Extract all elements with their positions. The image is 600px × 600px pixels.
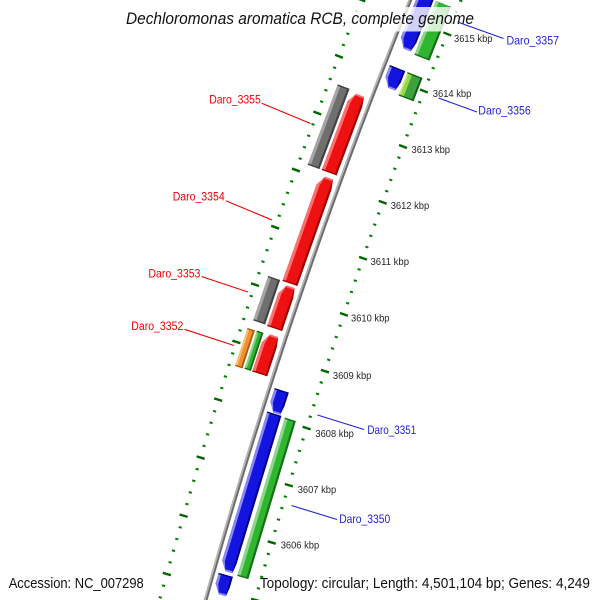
svg-text:Daro_3356: Daro_3356 bbox=[478, 104, 531, 118]
svg-text:3615 kbp: 3615 kbp bbox=[454, 34, 493, 45]
svg-text:3609 kbp: 3609 kbp bbox=[333, 371, 372, 382]
svg-text:Accession: NC_007298: Accession: NC_007298 bbox=[9, 576, 144, 592]
svg-text:3612 kbp: 3612 kbp bbox=[391, 201, 430, 212]
svg-text:3607 kbp: 3607 kbp bbox=[298, 485, 337, 496]
svg-text:Daro_3357: Daro_3357 bbox=[507, 34, 560, 48]
svg-text:3610 kbp: 3610 kbp bbox=[351, 314, 390, 325]
svg-text:Daro_3352: Daro_3352 bbox=[131, 319, 183, 333]
svg-text:Daro_3354: Daro_3354 bbox=[173, 190, 225, 204]
svg-text:Dechloromonas aromatica RCB, c: Dechloromonas aromatica RCB, complete ge… bbox=[126, 9, 474, 28]
svg-text:3613 kbp: 3613 kbp bbox=[412, 145, 451, 156]
svg-text:3614 kbp: 3614 kbp bbox=[433, 89, 472, 100]
svg-text:Topology: circular; Length: 4,: Topology: circular; Length: 4,501,104 bp… bbox=[260, 576, 590, 592]
svg-text:3611 kbp: 3611 kbp bbox=[371, 257, 410, 268]
svg-text:Daro_3353: Daro_3353 bbox=[148, 266, 200, 280]
svg-text:3608 kbp: 3608 kbp bbox=[315, 429, 354, 440]
svg-text:Daro_3351: Daro_3351 bbox=[367, 423, 416, 437]
svg-text:Daro_3355: Daro_3355 bbox=[209, 93, 261, 107]
svg-text:Daro_3350: Daro_3350 bbox=[339, 512, 390, 526]
svg-text:3606 kbp: 3606 kbp bbox=[281, 541, 320, 552]
